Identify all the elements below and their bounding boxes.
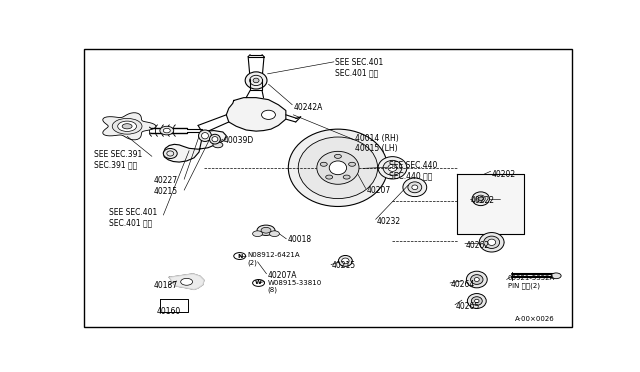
Ellipse shape (388, 164, 397, 171)
Ellipse shape (112, 118, 142, 134)
Polygon shape (227, 97, 286, 131)
Text: 40187: 40187 (154, 281, 177, 290)
Ellipse shape (163, 128, 170, 133)
Text: 40232: 40232 (376, 217, 401, 226)
Ellipse shape (339, 256, 352, 266)
Text: 40215: 40215 (332, 261, 356, 270)
Ellipse shape (209, 134, 220, 144)
Ellipse shape (288, 129, 388, 206)
Ellipse shape (342, 258, 349, 264)
Text: 40215: 40215 (154, 187, 177, 196)
Ellipse shape (262, 110, 275, 119)
Circle shape (261, 227, 271, 233)
Circle shape (253, 231, 262, 237)
Text: 40018: 40018 (287, 235, 312, 244)
Ellipse shape (467, 271, 487, 288)
Text: SEE SEC.391
SEC.391 参照: SEE SEC.391 SEC.391 参照 (94, 150, 142, 169)
Text: SEE SEC.401
SEC.401 参照: SEE SEC.401 SEC.401 参照 (109, 208, 157, 228)
Ellipse shape (472, 192, 490, 206)
Text: SEE SEC.401
SEC.401 参照: SEE SEC.401 SEC.401 参照 (335, 58, 384, 77)
Polygon shape (457, 174, 524, 234)
Polygon shape (169, 274, 204, 289)
Circle shape (349, 162, 356, 166)
Ellipse shape (408, 182, 422, 193)
Ellipse shape (484, 236, 500, 248)
Ellipse shape (383, 160, 402, 175)
Ellipse shape (474, 278, 479, 282)
Ellipse shape (412, 185, 418, 190)
Ellipse shape (467, 294, 486, 308)
Text: SEE SEC.440
SEC.440 参照: SEE SEC.440 SEC.440 参照 (388, 161, 437, 180)
Text: 00921-5352A
PIN ピン(2): 00921-5352A PIN ピン(2) (508, 275, 555, 289)
Ellipse shape (202, 132, 209, 139)
Circle shape (551, 273, 561, 279)
Text: W: W (255, 280, 262, 285)
Ellipse shape (163, 148, 177, 158)
Text: 40207: 40207 (367, 186, 391, 195)
Circle shape (335, 154, 341, 158)
Ellipse shape (378, 157, 407, 179)
Text: 40262: 40262 (466, 241, 490, 250)
Ellipse shape (470, 275, 483, 284)
Text: 40265: 40265 (456, 302, 480, 311)
Text: 40160: 40160 (156, 307, 180, 316)
Text: 40227: 40227 (154, 176, 177, 185)
Ellipse shape (475, 299, 479, 303)
Text: A·00×0026: A·00×0026 (515, 316, 555, 322)
Circle shape (269, 231, 280, 237)
Ellipse shape (118, 121, 136, 131)
Text: 40207A: 40207A (268, 271, 297, 280)
Ellipse shape (471, 297, 483, 305)
Polygon shape (103, 113, 156, 140)
Text: 40202: 40202 (492, 170, 516, 179)
Ellipse shape (160, 126, 173, 135)
Text: N08912-6421A
(2): N08912-6421A (2) (248, 252, 300, 266)
Ellipse shape (479, 232, 504, 252)
Ellipse shape (253, 78, 259, 83)
Ellipse shape (298, 137, 378, 199)
Text: 40242A: 40242A (293, 103, 323, 112)
Ellipse shape (212, 137, 218, 142)
Circle shape (343, 175, 350, 179)
Circle shape (213, 142, 223, 148)
Ellipse shape (329, 161, 347, 175)
Circle shape (478, 197, 484, 201)
Ellipse shape (245, 72, 267, 89)
Text: 40264: 40264 (451, 280, 476, 289)
Text: N: N (237, 254, 243, 259)
Circle shape (180, 278, 193, 285)
Text: 40014 (RH)
40015 (LH): 40014 (RH) 40015 (LH) (355, 134, 399, 153)
Text: W08915-33810
(8): W08915-33810 (8) (268, 280, 322, 294)
Ellipse shape (317, 151, 359, 184)
Text: 40222: 40222 (471, 196, 495, 205)
Ellipse shape (488, 239, 495, 246)
Circle shape (257, 225, 275, 235)
Ellipse shape (403, 178, 427, 196)
Ellipse shape (198, 130, 211, 141)
Circle shape (320, 162, 327, 166)
Circle shape (326, 175, 333, 179)
Ellipse shape (122, 124, 132, 129)
Text: 40039D: 40039D (224, 136, 254, 145)
Polygon shape (163, 131, 227, 162)
